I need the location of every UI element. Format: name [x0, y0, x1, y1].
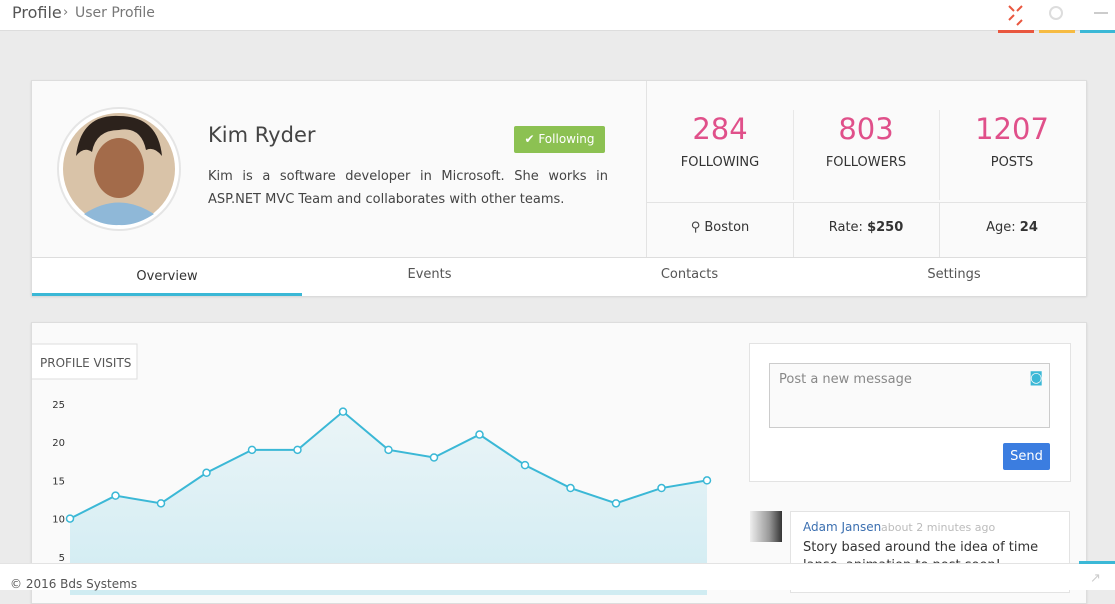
chart-title: PROFILE VISITS	[40, 356, 131, 370]
message-placeholder: Post a new message	[779, 372, 912, 387]
tabs: Overview Events Contacts Settings	[32, 257, 1086, 296]
profile-card: Kim Ryder ✔ Following Kim is a software …	[31, 80, 1087, 296]
send-button[interactable]: Send	[1003, 443, 1050, 470]
overview-panel: PROFILE VISITS 5 10 15 20 25 Post a new mess…	[31, 322, 1087, 604]
point	[657, 483, 666, 493]
tab[interactable]: Contacts	[660, 267, 719, 282]
y-tick-label: 25	[52, 400, 65, 411]
avatar	[57, 107, 181, 231]
post-box: Post a new message ◙ Send	[749, 343, 1071, 482]
stats-area: 284 FOLLOWING 803 FOLLOWERS 1207 POSTS ⚲…	[646, 81, 1087, 257]
point	[475, 430, 484, 439]
location: ⚲ Boston	[690, 220, 750, 235]
rate-label: Rate:	[828, 220, 863, 235]
breadcrumb-title[interactable]: Profile	[12, 3, 62, 22]
tab[interactable]: Overview	[136, 269, 198, 284]
point	[247, 445, 257, 455]
point	[611, 499, 621, 508]
comment-avatar	[750, 511, 782, 542]
point	[429, 453, 439, 462]
point	[65, 514, 75, 523]
stat-label: FOLLOWERS	[825, 155, 907, 170]
y-tick-label: 5	[59, 553, 65, 564]
point	[111, 491, 120, 500]
age: Age: 24	[939, 220, 1085, 235]
comment-time: about 2 minutes ago	[881, 521, 996, 534]
point	[202, 468, 211, 478]
point	[702, 476, 712, 485]
area-fill	[70, 411, 707, 595]
breadcrumb-subtitle: User Profile	[75, 5, 155, 21]
point	[566, 483, 575, 493]
tab[interactable]: Events	[407, 267, 452, 282]
stat-value: 803	[838, 112, 894, 146]
profile-bio: Kim is a software developer in Microsoft…	[208, 169, 608, 207]
tab[interactable]: Settings	[927, 267, 981, 282]
chart-title-box	[32, 343, 138, 380]
follow-label[interactable]: Following	[538, 132, 595, 146]
footer: © 2016 Bds Systems ↗	[0, 561, 1115, 591]
rate-value: $250	[867, 220, 904, 235]
footer-text: © 2016 Bds Systems	[10, 577, 138, 591]
point	[384, 445, 393, 455]
point	[293, 445, 302, 455]
point	[520, 460, 530, 470]
top-bar: Profile › User Profile	[0, 0, 1115, 34]
y-tick-label: 10	[52, 515, 65, 526]
follow-button[interactable]: ✔ Following	[514, 126, 605, 153]
point	[338, 407, 348, 416]
visits-chart: PROFILE VISITS 5 10 15 20 25	[32, 343, 712, 595]
stat-label: POSTS	[990, 155, 1034, 170]
toolbar-icons[interactable]	[998, 0, 1115, 34]
stat-value: 1207	[975, 112, 1049, 146]
stat-label: FOLLOWING	[680, 155, 760, 170]
age-label: Age:	[986, 220, 1016, 235]
stat-value: 284	[692, 112, 748, 146]
location-text: Boston	[704, 220, 750, 235]
y-tick-label: 20	[52, 438, 65, 449]
point	[156, 499, 166, 508]
message-input[interactable]: Post a new message ◙	[769, 363, 1050, 428]
profile-name: Kim Ryder	[208, 123, 316, 147]
rate: Rate: $250	[793, 220, 939, 235]
comment-author[interactable]: Adam Jansen	[803, 520, 882, 534]
breadcrumb-sep: ›	[63, 5, 69, 20]
age-value: 24	[1019, 220, 1038, 235]
y-tick-label: 15	[52, 476, 65, 487]
